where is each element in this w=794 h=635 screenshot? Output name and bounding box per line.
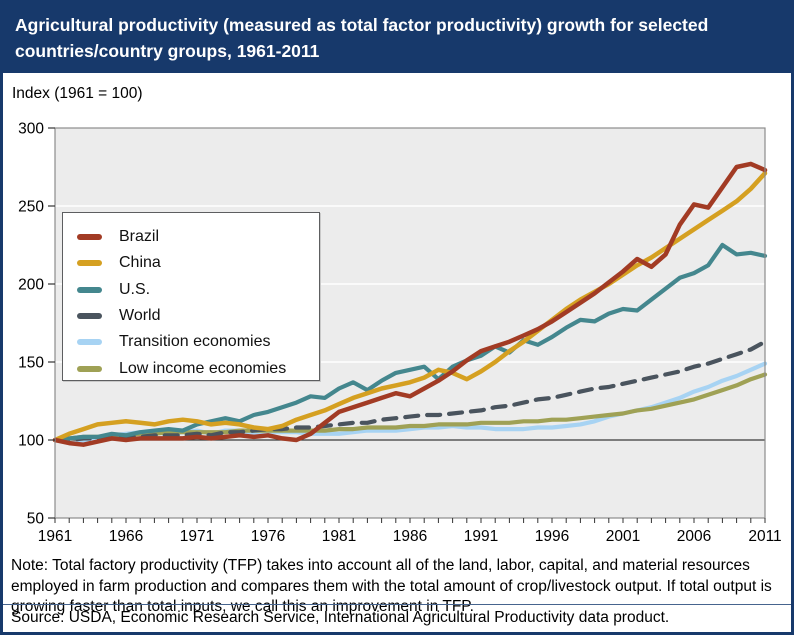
x-tick-label: 1966 — [109, 528, 143, 545]
chart-title-bar: Agricultural productivity (measured as t… — [3, 3, 791, 73]
x-tick-label: 2001 — [606, 528, 640, 545]
legend-label: Low income economies — [119, 359, 287, 377]
x-tick-label: 1971 — [180, 528, 214, 545]
x-tick-label: 1996 — [535, 528, 569, 545]
legend-swatch-icon — [77, 313, 102, 320]
legend-item-u-s-: U.S. — [77, 277, 319, 303]
legend-label: Brazil — [119, 228, 160, 246]
legend-swatch-icon — [77, 234, 102, 241]
series-line-u-s- — [52, 242, 768, 443]
legend-swatch-icon — [77, 365, 102, 372]
legend-swatch-icon — [77, 339, 102, 346]
series-line-world — [52, 339, 768, 443]
source-text: Source: USDA, Economic Research Service,… — [3, 604, 791, 627]
chart-title: Agricultural productivity (measured as t… — [15, 15, 709, 61]
legend: Brazil China U.S. World Transition economies… — [62, 212, 320, 381]
y-tick-label: 150 — [18, 355, 44, 372]
y-tick-label: 250 — [18, 199, 44, 216]
legend-label: U.S. — [119, 280, 151, 298]
note-line: Note: Total factory productivity (TFP) t… — [11, 557, 750, 574]
series-line-low-income-economies — [52, 372, 768, 443]
x-tick-label: 1961 — [38, 528, 72, 545]
legend-label: Transition economies — [119, 333, 271, 351]
legend-item-low-income-economies: Low income economies — [77, 355, 319, 381]
legend-item-world: World — [77, 303, 319, 329]
x-tick-label: 2011 — [748, 528, 781, 545]
legend-item-china: China — [77, 250, 319, 276]
legend-label: China — [119, 254, 161, 272]
y-axis-unit-label: Index (1961 = 100) — [12, 85, 143, 102]
x-tick-label: 1986 — [393, 528, 427, 545]
series-line-china — [52, 170, 768, 443]
x-tick-label: 1976 — [251, 528, 285, 545]
legend-swatch-icon — [77, 260, 102, 267]
x-tick-label: 1981 — [322, 528, 356, 545]
note-line: growing faster than total inputs, we cal… — [11, 598, 474, 615]
legend-swatch-icon — [77, 286, 102, 293]
y-tick-label: 100 — [18, 433, 44, 450]
note-text: Note: Total factory productivity (TFP) t… — [3, 552, 791, 618]
legend-item-transition-economies: Transition economies — [77, 329, 319, 355]
x-tick-label: 1991 — [464, 528, 498, 545]
y-tick-label: 200 — [18, 277, 44, 294]
y-tick-label: 300 — [18, 121, 44, 138]
y-tick-label: 50 — [27, 511, 45, 528]
x-tick-label: 2006 — [677, 528, 711, 545]
legend-label: World — [119, 307, 161, 325]
chart-area: 50 100 150 200 250 300 1961 1966 1971 1976 1981 198… — [3, 73, 791, 555]
note-line: employed in farm production and compares… — [11, 577, 772, 595]
legend-item-brazil: Brazil — [77, 224, 319, 250]
series-line-brazil — [52, 161, 768, 447]
